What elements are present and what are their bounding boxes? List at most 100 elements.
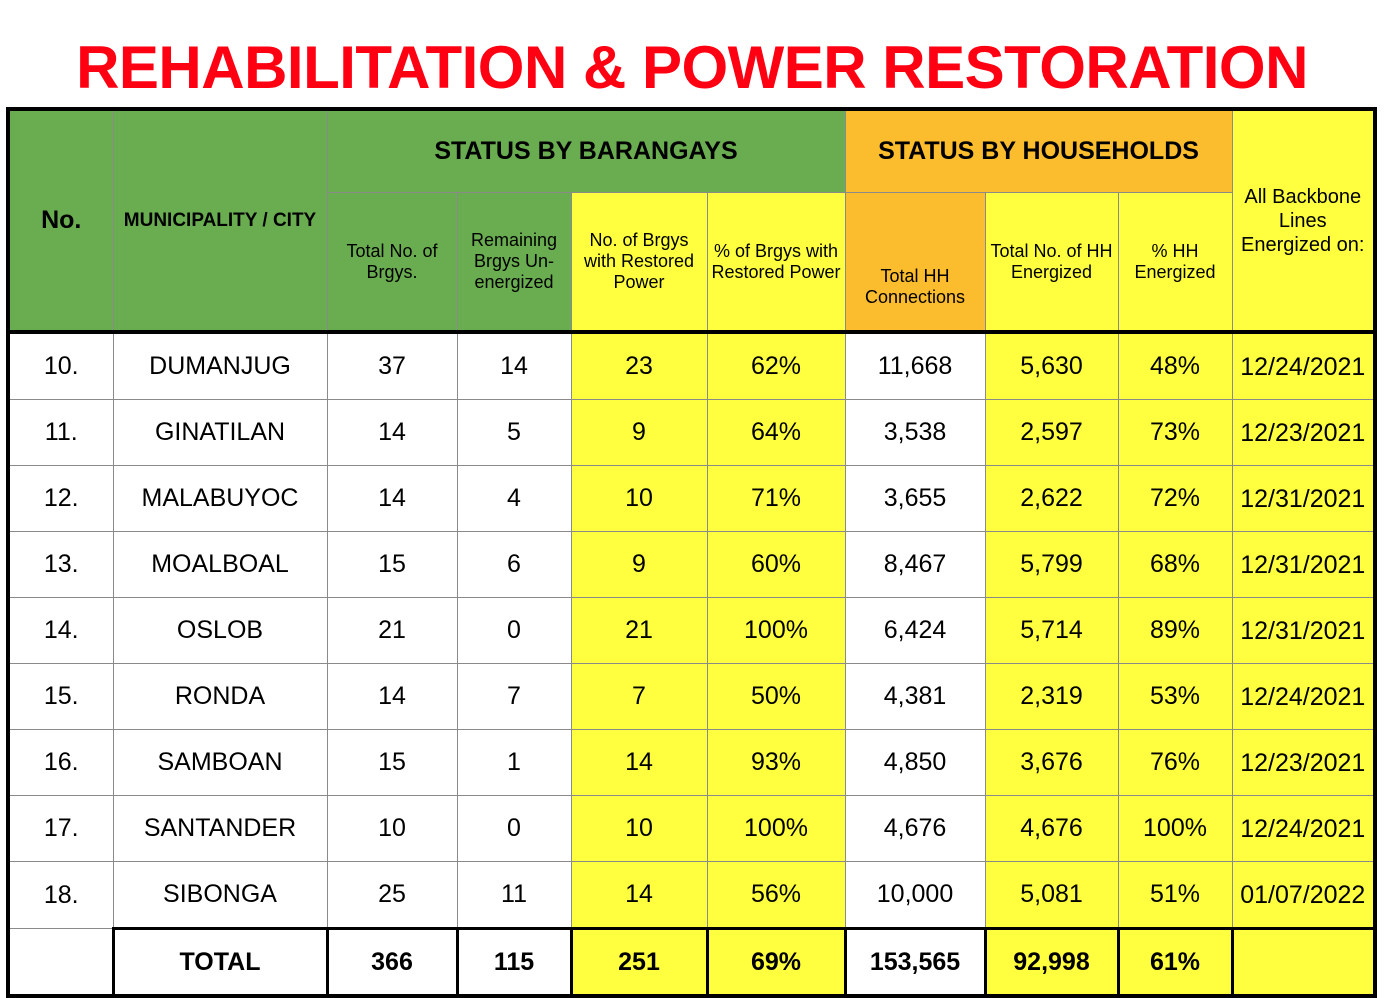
row-total-brgys: 15 — [326, 729, 458, 796]
header-pct-brgys-restored: % of Brgys with Restored Power — [706, 192, 846, 334]
row-restored: 23 — [570, 331, 708, 400]
table-row: 16. SAMBOAN 15 1 14 93% 4,850 3,676 76% … — [7, 729, 1376, 796]
table-row: 12. MALABUYOC 14 4 10 71% 3,655 2,622 72… — [7, 465, 1376, 532]
row-restored: 14 — [570, 861, 708, 929]
row-no: 17. — [7, 795, 114, 862]
row-date: 01/07/2022 — [1231, 861, 1376, 929]
row-total-hh: 6,424 — [844, 597, 986, 664]
row-total-hh: 3,655 — [844, 465, 986, 532]
row-total-brgys: 14 — [326, 465, 458, 532]
row-restored: 10 — [570, 795, 708, 862]
row-restored: 10 — [570, 465, 708, 532]
row-total-hh: 4,381 — [844, 663, 986, 730]
row-restored: 21 — [570, 597, 708, 664]
row-municipality: MOALBOAL — [112, 531, 328, 598]
row-restored: 7 — [570, 663, 708, 730]
header-municipality: MUNICIPALITY / CITY — [112, 108, 328, 334]
row-date: 12/23/2021 — [1231, 399, 1376, 466]
row-pct-restored: 50% — [706, 663, 846, 730]
row-pct-restored: 62% — [706, 331, 846, 400]
row-pct-restored: 93% — [706, 729, 846, 796]
row-pct-hh: 73% — [1117, 399, 1233, 466]
row-pct-restored: 64% — [706, 399, 846, 466]
total-date — [1230, 927, 1377, 998]
total-remaining: 115 — [455, 927, 573, 998]
row-no: 10. — [7, 331, 114, 400]
row-hh-energized: 5,714 — [984, 597, 1119, 664]
row-hh-energized: 2,597 — [984, 399, 1119, 466]
row-remaining: 5 — [456, 399, 572, 466]
row-remaining: 0 — [456, 597, 572, 664]
row-pct-hh: 89% — [1117, 597, 1233, 664]
row-municipality: SANTANDER — [112, 795, 328, 862]
row-total-hh: 11,668 — [844, 331, 986, 400]
row-pct-hh: 72% — [1117, 465, 1233, 532]
row-pct-restored: 56% — [706, 861, 846, 929]
row-pct-hh: 53% — [1117, 663, 1233, 730]
row-municipality: SIBONGA — [112, 861, 328, 929]
row-municipality: RONDA — [112, 663, 328, 730]
row-total-brgys: 15 — [326, 531, 458, 598]
row-municipality: SAMBOAN — [112, 729, 328, 796]
row-municipality: DUMANJUG — [112, 331, 328, 400]
row-restored: 9 — [570, 531, 708, 598]
total-no-cell — [7, 928, 114, 997]
row-total-hh: 10,000 — [844, 861, 986, 929]
row-restored: 9 — [570, 399, 708, 466]
row-no: 14. — [7, 597, 114, 664]
total-pct-hh: 61% — [1116, 927, 1234, 998]
row-pct-restored: 71% — [706, 465, 846, 532]
table-row: 11. GINATILAN 14 5 9 64% 3,538 2,597 73%… — [7, 399, 1376, 466]
row-total-brgys: 21 — [326, 597, 458, 664]
table-row: 13. MOALBOAL 15 6 9 60% 8,467 5,799 68% … — [7, 531, 1376, 598]
row-no: 18. — [7, 861, 114, 929]
total-pct-restored: 69% — [705, 927, 847, 998]
total-hh: 153,565 — [843, 927, 987, 998]
row-remaining: 11 — [456, 861, 572, 929]
row-hh-energized: 5,630 — [984, 331, 1119, 400]
total-row: TOTAL 366 115 251 69% 153,565 92,998 61% — [7, 927, 1377, 998]
row-total-brgys: 37 — [326, 331, 458, 400]
row-pct-hh: 68% — [1117, 531, 1233, 598]
row-municipality: GINATILAN — [112, 399, 328, 466]
row-total-brgys: 25 — [326, 861, 458, 929]
row-no: 15. — [7, 663, 114, 730]
header-status-by-barangays: STATUS BY BARANGAYS — [326, 108, 846, 193]
row-no: 12. — [7, 465, 114, 532]
row-restored: 14 — [570, 729, 708, 796]
row-hh-energized: 2,319 — [984, 663, 1119, 730]
row-date: 12/24/2021 — [1231, 331, 1376, 400]
row-total-brgys: 14 — [326, 399, 458, 466]
header-status-by-households: STATUS BY HOUSEHOLDS — [844, 108, 1233, 193]
row-date: 12/24/2021 — [1231, 663, 1376, 730]
restoration-status-table: No. MUNICIPALITY / CITY STATUS BY BARANG… — [6, 107, 1377, 998]
row-total-hh: 4,676 — [844, 795, 986, 862]
row-date: 12/31/2021 — [1231, 465, 1376, 532]
row-pct-hh: 48% — [1117, 331, 1233, 400]
row-total-hh: 4,850 — [844, 729, 986, 796]
row-pct-hh: 51% — [1117, 861, 1233, 929]
table-row: 14. OSLOB 21 0 21 100% 6,424 5,714 89% 1… — [7, 597, 1376, 664]
table-row: 18. SIBONGA 25 11 14 56% 10,000 5,081 51… — [7, 861, 1376, 929]
row-no: 16. — [7, 729, 114, 796]
row-municipality: OSLOB — [112, 597, 328, 664]
row-remaining: 1 — [456, 729, 572, 796]
row-remaining: 7 — [456, 663, 572, 730]
row-hh-energized: 3,676 — [984, 729, 1119, 796]
row-hh-energized: 4,676 — [984, 795, 1119, 862]
header-total-hh: Total HH Connections — [844, 192, 986, 334]
row-no: 11. — [7, 399, 114, 466]
row-remaining: 14 — [456, 331, 572, 400]
row-date: 12/23/2021 — [1231, 729, 1376, 796]
row-pct-restored: 60% — [706, 531, 846, 598]
row-total-brgys: 14 — [326, 663, 458, 730]
row-hh-energized: 5,799 — [984, 531, 1119, 598]
row-pct-hh: 100% — [1117, 795, 1233, 862]
row-date: 12/31/2021 — [1231, 597, 1376, 664]
row-remaining: 6 — [456, 531, 572, 598]
row-remaining: 0 — [456, 795, 572, 862]
header-backbone-energized: All Backbone Lines Energized on: — [1231, 108, 1376, 334]
row-municipality: MALABUYOC — [112, 465, 328, 532]
header-brgys-restored: No. of Brgys with Restored Power — [570, 192, 708, 334]
total-label: TOTAL — [111, 927, 329, 998]
